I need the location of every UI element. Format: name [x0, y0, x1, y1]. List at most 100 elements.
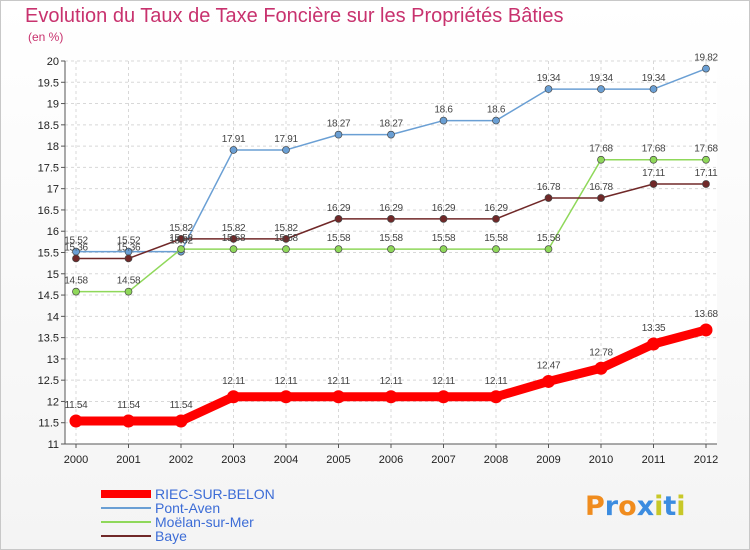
- data-label: 15.36: [64, 242, 88, 253]
- data-point: [544, 194, 553, 202]
- y-tick-label: 16: [47, 226, 59, 238]
- data-point: [702, 180, 710, 188]
- data-point: [122, 414, 135, 428]
- data-label: 12.11: [275, 376, 299, 387]
- y-tick-label: 17.5: [38, 162, 59, 174]
- y-tick-label: 14: [47, 311, 59, 323]
- data-point: [387, 215, 395, 223]
- logo-letter: o: [618, 491, 637, 522]
- data-label: 16.29: [432, 203, 456, 214]
- x-tick-label: 2005: [326, 454, 350, 466]
- data-point: [649, 85, 658, 93]
- x-tick-label: 2007: [431, 454, 455, 466]
- x-tick-label: 2011: [642, 454, 666, 466]
- data-point: [124, 254, 133, 263]
- x-tick-label: 2003: [221, 454, 245, 466]
- data-label: 15.58: [537, 233, 561, 244]
- data-point: [282, 235, 290, 243]
- data-label: 17.68: [589, 144, 613, 155]
- data-point: [647, 337, 660, 351]
- y-tick-label: 15: [47, 269, 59, 281]
- data-label: 12.78: [589, 347, 613, 358]
- data-label: 16.29: [327, 203, 351, 214]
- data-label: 16.78: [537, 182, 561, 193]
- data-label: 12.11: [485, 376, 509, 387]
- data-label: 11.54: [170, 400, 194, 411]
- data-point: [492, 116, 500, 125]
- data-point: [439, 215, 448, 223]
- x-tick-label: 2008: [484, 454, 508, 466]
- data-point: [437, 390, 450, 404]
- data-label: 15.82: [169, 223, 193, 234]
- x-tick-label: 2002: [169, 454, 193, 466]
- data-point: [229, 245, 238, 253]
- chart-title: Evolution du Taux de Taxe Foncière sur l…: [25, 5, 564, 27]
- x-tick-label: 2012: [694, 454, 718, 466]
- data-label: 15.58: [169, 233, 193, 244]
- data-label: 12.47: [537, 360, 561, 371]
- data-point: [649, 180, 658, 188]
- data-point: [334, 130, 343, 139]
- data-point: [597, 155, 605, 164]
- data-label: 15.58: [274, 233, 298, 244]
- y-tick-label: 13: [47, 354, 59, 366]
- data-point: [544, 245, 553, 253]
- data-label: 17.91: [222, 134, 246, 145]
- data-label: 11.54: [117, 400, 141, 411]
- data-point: [597, 194, 605, 202]
- data-point: [649, 155, 658, 164]
- y-tick-label: 14.5: [38, 290, 59, 302]
- data-label: 15.82: [222, 223, 246, 234]
- x-tick-label: 2006: [379, 454, 403, 466]
- y-tick-label: 17: [47, 184, 59, 196]
- data-label: 15.58: [379, 233, 403, 244]
- logo-letter: P: [585, 491, 605, 522]
- legend-entry: RIEC-SUR-BELON: [155, 486, 275, 502]
- logo-letter: i: [654, 491, 664, 522]
- data-point: [544, 85, 553, 93]
- data-point: [439, 116, 448, 125]
- data-label: 15.52: [64, 236, 88, 247]
- data-label: 12.11: [380, 376, 404, 387]
- y-tick-label: 20: [47, 56, 59, 68]
- x-tick-label: 2009: [536, 454, 560, 466]
- y-tick-label: 12.5: [38, 375, 59, 387]
- data-point: [597, 85, 605, 93]
- data-point: [279, 390, 293, 404]
- data-label: 19.82: [694, 53, 718, 64]
- x-tick-label: 2004: [274, 454, 298, 466]
- data-point: [439, 245, 448, 253]
- data-label: 14.58: [117, 276, 141, 287]
- data-label: 12.11: [327, 376, 351, 387]
- legend-entry: Moëlan-sur-Mer: [155, 514, 254, 530]
- data-point: [334, 215, 343, 223]
- data-label: 18.27: [379, 119, 403, 130]
- legend-entry: Pont-Aven: [155, 500, 220, 516]
- data-point: [69, 414, 83, 428]
- data-point: [702, 64, 710, 73]
- data-label: 15.82: [274, 223, 298, 234]
- data-label: 18.6: [487, 105, 506, 116]
- data-label: 16.29: [484, 203, 508, 214]
- data-label: 15.52: [169, 236, 193, 247]
- data-point: [387, 130, 395, 139]
- data-label: 13.68: [694, 309, 718, 320]
- data-label: 15.58: [327, 233, 351, 244]
- data-point: [124, 287, 133, 296]
- data-point: [229, 146, 238, 154]
- data-label: 18.6: [434, 105, 453, 116]
- data-point: [332, 390, 345, 404]
- y-tick-label: 13.5: [38, 333, 59, 345]
- data-point: [334, 245, 343, 253]
- data-point: [387, 245, 395, 253]
- logo-letter: x: [636, 491, 655, 522]
- data-point: [227, 390, 240, 404]
- data-point: [594, 361, 608, 375]
- data-label: 17.11: [642, 168, 666, 179]
- data-label: 15.58: [484, 233, 508, 244]
- data-point: [492, 245, 500, 253]
- data-label: 14.58: [64, 276, 88, 287]
- x-tick-label: 2010: [589, 454, 613, 466]
- y-tick-label: 19.5: [38, 77, 59, 89]
